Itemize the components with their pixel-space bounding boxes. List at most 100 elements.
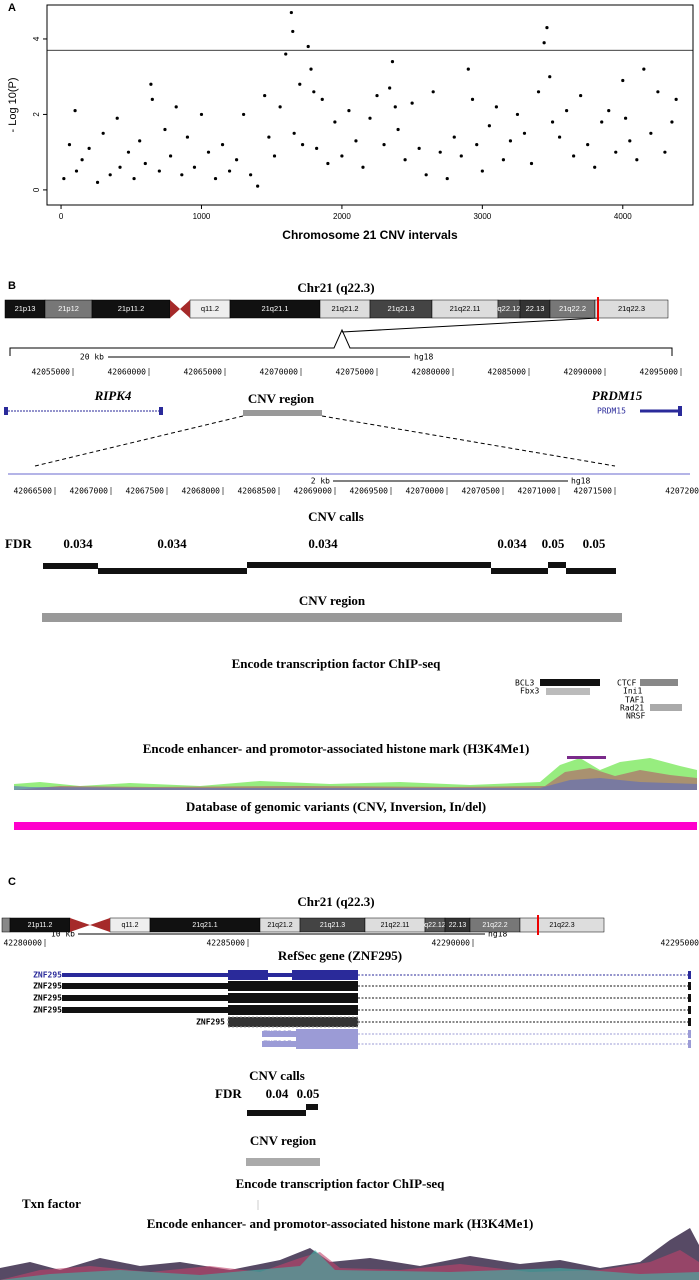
band-label: q22.12 xyxy=(424,922,446,929)
exon xyxy=(227,1016,359,1028)
y-axis-label: - Log 10(P) xyxy=(7,77,19,132)
histone-track xyxy=(14,756,697,790)
cnv-call xyxy=(43,563,98,569)
point xyxy=(361,165,365,169)
point xyxy=(220,143,225,147)
band-label: 22.13 xyxy=(449,922,467,929)
coordinate: 42095000 xyxy=(639,368,678,377)
point xyxy=(470,97,475,101)
point xyxy=(466,67,470,71)
band-label: 21p12 xyxy=(58,304,79,313)
build-label: hg18 xyxy=(488,930,507,939)
histone-track xyxy=(0,1228,699,1280)
track-title: Database of genomic variants (CNV, Inver… xyxy=(186,799,486,814)
band-label: 21q22.3 xyxy=(549,922,574,929)
point xyxy=(157,169,161,173)
point xyxy=(565,109,569,113)
point xyxy=(192,165,197,169)
fdr-label: FDR xyxy=(215,1086,242,1101)
point xyxy=(67,143,72,147)
row-label: Txn factor xyxy=(22,1196,81,1211)
point xyxy=(292,131,296,135)
x-tick-label: 1000 xyxy=(193,212,211,221)
point xyxy=(249,173,253,177)
exon xyxy=(62,973,228,977)
track-title: Encode transcription factor ChIP-seq xyxy=(232,656,442,671)
point xyxy=(263,93,267,98)
x-axis-label: Chromosome 21 CNV intervals xyxy=(282,228,458,242)
point xyxy=(150,97,154,101)
fdr-value: 0.05 xyxy=(542,536,565,551)
point xyxy=(674,97,678,101)
point xyxy=(548,75,552,79)
gene-name: PRDM15 xyxy=(592,388,643,403)
band-label: 21q21.3 xyxy=(387,304,414,313)
exon xyxy=(268,973,292,977)
band-label: 21q22.2 xyxy=(482,922,507,929)
tf-label: BCL3 xyxy=(515,679,534,688)
zoom-bracket xyxy=(9,317,673,356)
point xyxy=(174,105,178,109)
point xyxy=(73,109,77,113)
tf-peak xyxy=(650,704,682,711)
gene-label: ZNF295 xyxy=(33,1006,62,1015)
point xyxy=(180,173,184,177)
y-tick-label: 0 xyxy=(32,187,41,192)
coordinate: 42070000 xyxy=(259,368,298,377)
coordinate: 42066500 xyxy=(13,487,52,496)
cnv-call xyxy=(98,568,247,574)
band-label: 21q21.1 xyxy=(261,304,288,313)
point xyxy=(62,176,66,181)
fdr-value: 0.034 xyxy=(308,536,338,551)
exon xyxy=(688,1018,691,1026)
cnv-call xyxy=(548,562,566,568)
point xyxy=(515,112,520,117)
point xyxy=(621,78,625,83)
point xyxy=(115,116,119,120)
cnv-call xyxy=(491,568,548,574)
point xyxy=(396,127,400,132)
band-label: 21q21.1 xyxy=(192,922,217,929)
point xyxy=(501,158,506,162)
exon xyxy=(262,1031,296,1037)
point xyxy=(80,158,84,162)
point xyxy=(529,161,534,166)
tf-label: CTCF xyxy=(617,679,636,688)
coordinate: 42080000 xyxy=(411,368,450,377)
fdr-value: 0.034 xyxy=(157,536,187,551)
point xyxy=(101,131,105,135)
point xyxy=(306,44,310,49)
point xyxy=(410,101,414,105)
coordinate: 42071500 xyxy=(573,487,612,496)
point xyxy=(607,109,611,113)
point xyxy=(586,143,590,147)
dgv-bar xyxy=(14,822,697,830)
tf-label: Ini1 xyxy=(623,687,642,696)
fdr-value: 0.05 xyxy=(583,536,606,551)
coordinate: 42069000 xyxy=(293,487,332,496)
exon xyxy=(62,1007,228,1013)
cnv-call xyxy=(566,568,616,574)
point xyxy=(326,161,330,166)
cnv-region-bar xyxy=(246,1158,320,1166)
exon xyxy=(159,407,163,415)
point xyxy=(614,150,618,154)
exon xyxy=(688,994,691,1002)
band-label: 21q22.3 xyxy=(618,304,645,313)
zoom-lines xyxy=(34,415,616,467)
point xyxy=(354,139,358,143)
point xyxy=(185,135,190,139)
coordinate: 42069500 xyxy=(349,487,388,496)
x-tick-label: 3000 xyxy=(473,212,491,221)
point xyxy=(417,146,421,150)
coordinate: 42060000 xyxy=(107,368,146,377)
track-title: CNV region xyxy=(299,593,366,608)
x-tick-label: 2000 xyxy=(333,212,351,221)
plot-frame xyxy=(46,4,694,206)
coordinate: 42090000 xyxy=(563,368,602,377)
point xyxy=(227,169,232,173)
point xyxy=(312,90,316,94)
point xyxy=(424,173,428,177)
cnv-region-bar xyxy=(243,410,322,416)
exon xyxy=(678,406,682,416)
